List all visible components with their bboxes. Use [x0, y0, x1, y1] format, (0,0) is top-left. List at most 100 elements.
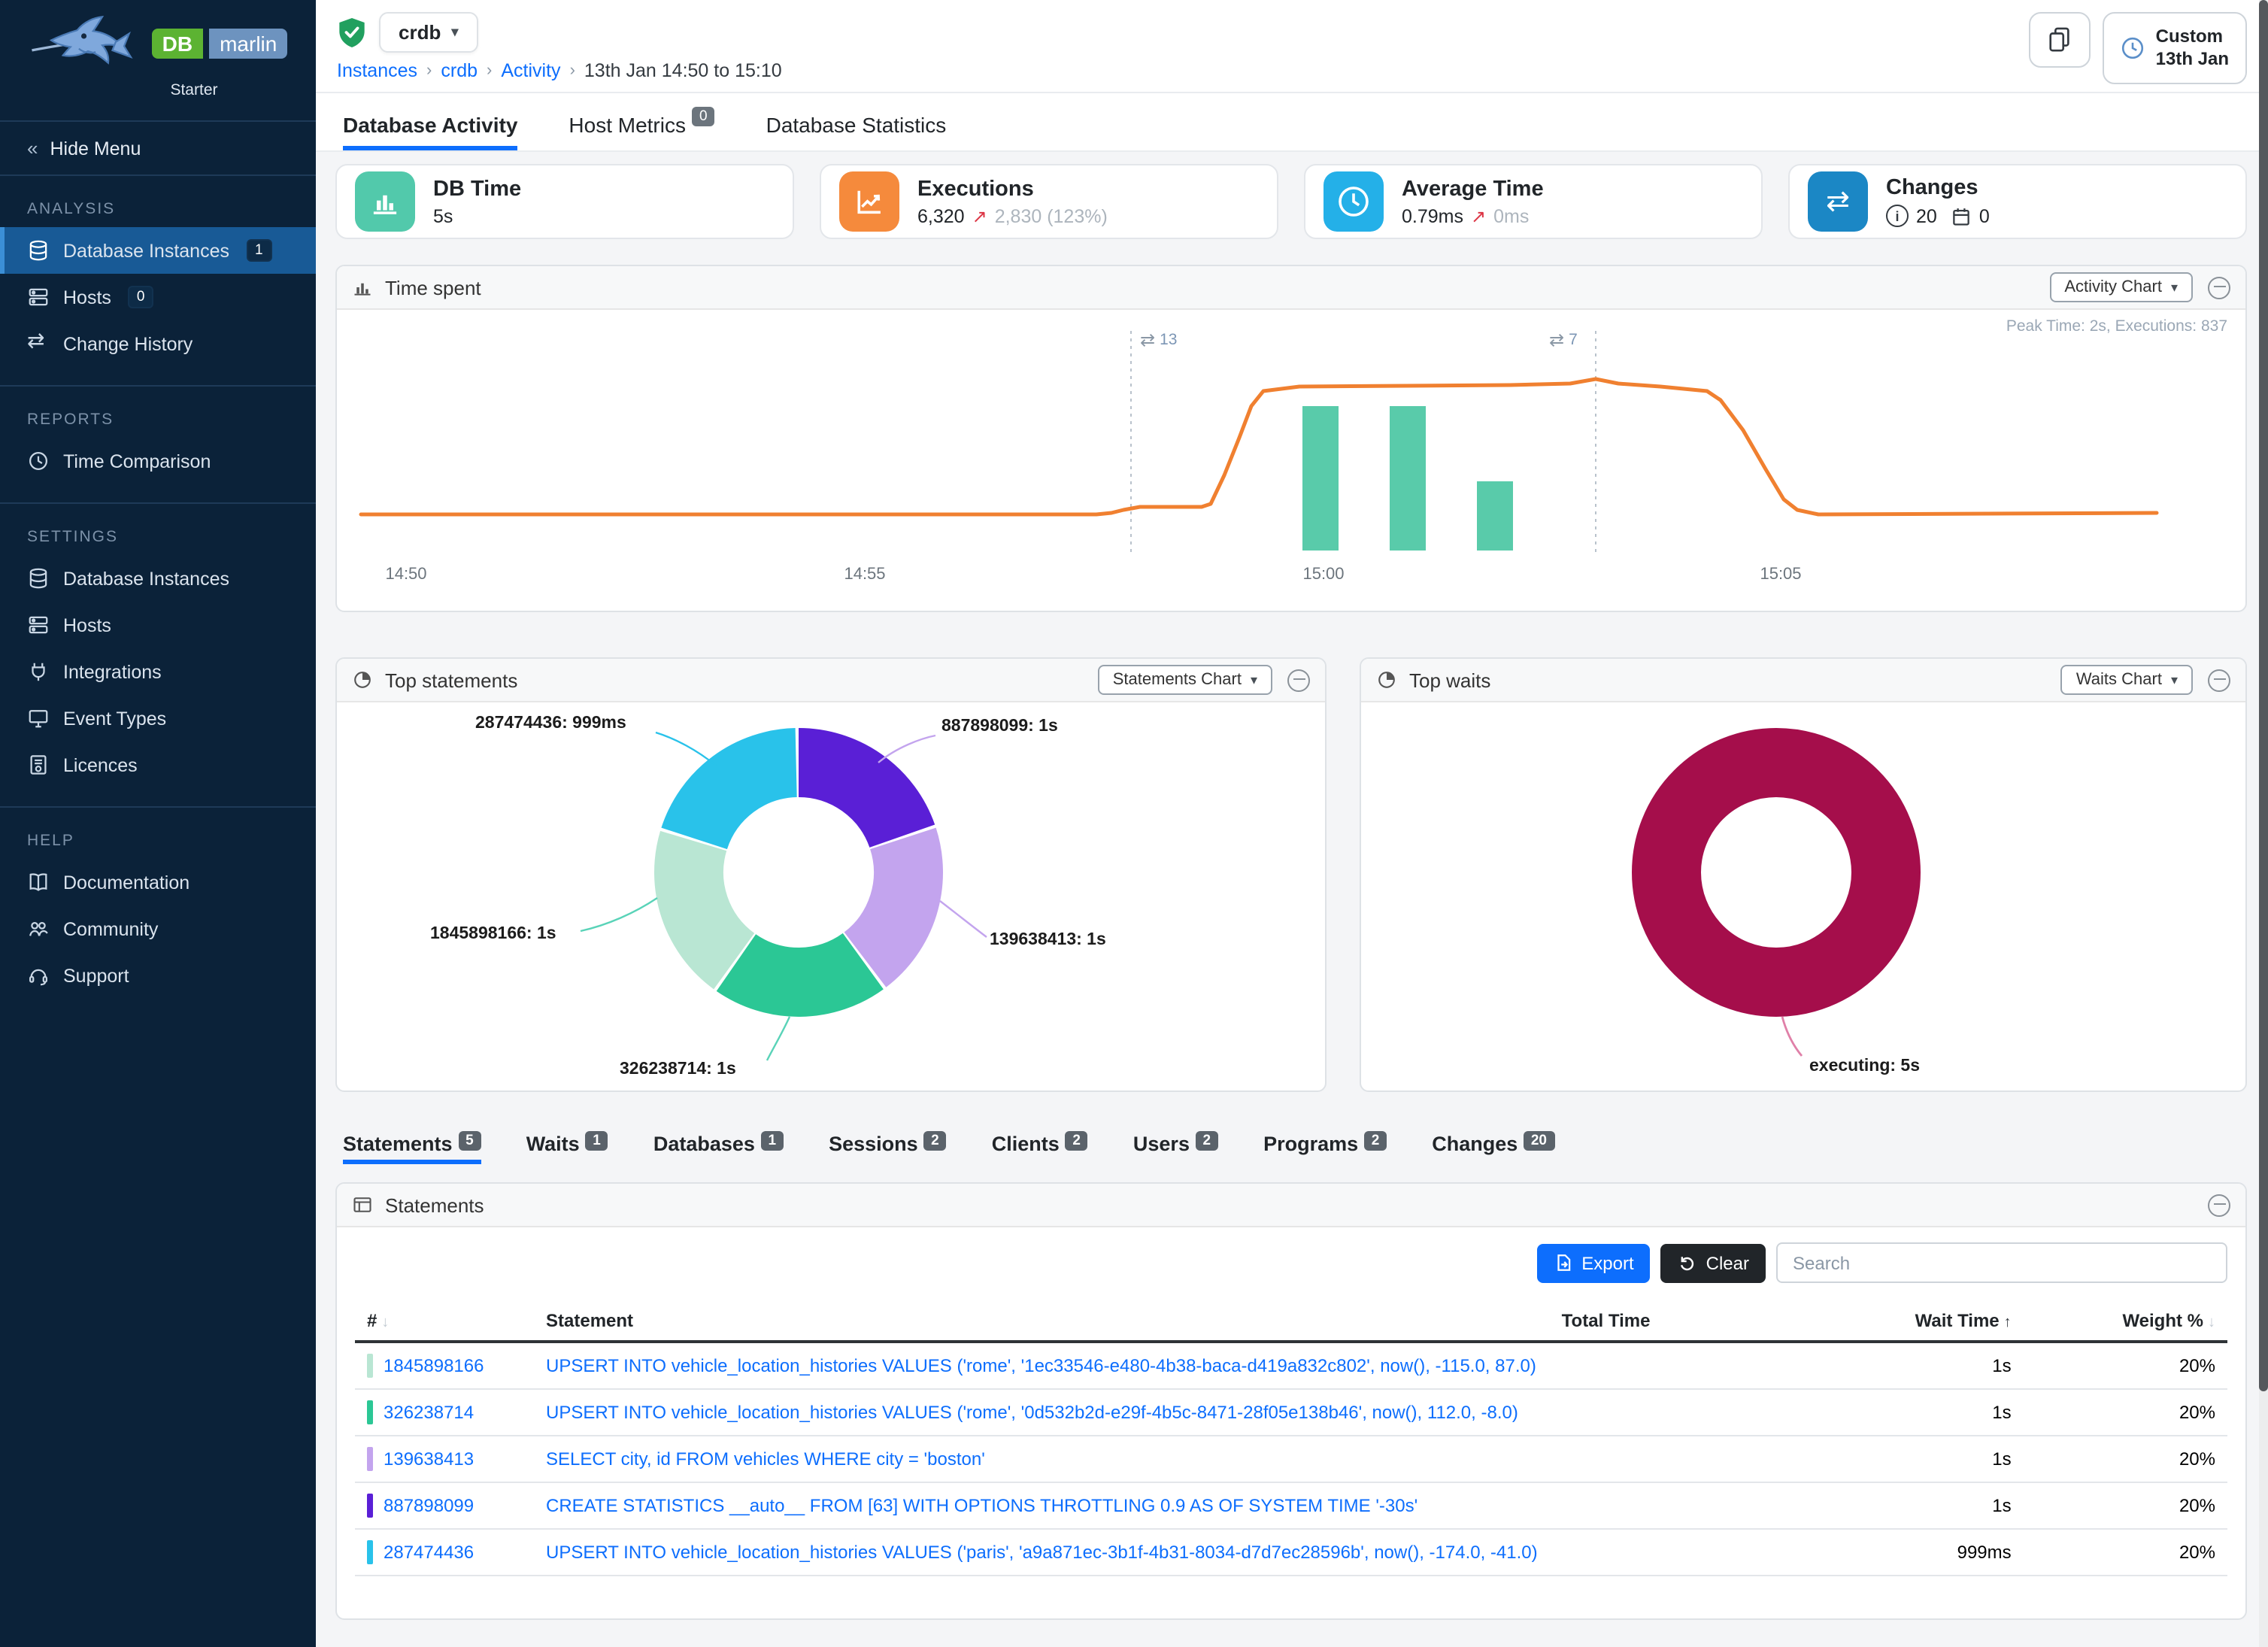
- scrollbar-thumb[interactable]: [2259, 0, 2268, 1391]
- info-icon: i: [1886, 205, 1909, 227]
- brand-edition: Starter: [170, 81, 218, 99]
- sidebar-item-time-comparison[interactable]: Time Comparison: [0, 438, 316, 484]
- statement-id-link[interactable]: 287474436: [384, 1542, 475, 1563]
- time-series-svg: [359, 331, 2159, 554]
- activity-chart-select[interactable]: Activity Chart ▾: [2049, 272, 2193, 302]
- instance-selector[interactable]: crdb ▾: [379, 12, 478, 53]
- tab-statements[interactable]: Statements 5: [343, 1131, 481, 1164]
- monitor-icon: [27, 707, 50, 729]
- sidebar-item-settings-database-instances[interactable]: Database Instances: [0, 555, 316, 602]
- up-arrow-icon: ↗: [972, 205, 987, 226]
- sidebar-item-settings-hosts[interactable]: Hosts: [0, 602, 316, 648]
- sidebar-item-change-history[interactable]: ⇄ Change History: [27, 328, 193, 354]
- waits-donut-chart[interactable]: executing: 5s: [1361, 702, 2245, 1090]
- sort-icon: ↓: [381, 1315, 390, 1331]
- statement-id-link[interactable]: 326238714: [384, 1402, 475, 1423]
- col-header-statement[interactable]: Statement: [534, 1301, 1550, 1343]
- donut-label-887898099: 887898099: 1s: [941, 717, 1058, 736]
- chevron-down-icon: ▾: [1250, 672, 1257, 687]
- database-icon: [27, 239, 50, 262]
- sidebar-section-analysis: ANALYSIS Database Instances 1 Hosts 0 ⇄ …: [0, 176, 316, 367]
- sidebar-section-help: HELP Documentation Community Support: [0, 806, 316, 999]
- table-header-row: # ↓ Statement Total Time Wait Time ↑ Weigh…: [355, 1301, 2227, 1343]
- export-button[interactable]: Export: [1536, 1243, 1651, 1282]
- statement-link[interactable]: SELECT city, id FROM vehicles WHERE city…: [546, 1448, 985, 1470]
- sidebar-item-documentation[interactable]: Documentation: [0, 859, 316, 905]
- wait-time-value: 1s: [1797, 1342, 2024, 1390]
- brand-db-badge: DB: [151, 29, 204, 59]
- table-row: 139638413 SELECT city, id FROM vehicles …: [355, 1436, 2227, 1483]
- tab-databases[interactable]: Databases 1: [653, 1131, 784, 1164]
- tab-database-statistics[interactable]: Database Statistics: [766, 113, 947, 137]
- statements-chart-select[interactable]: Statements Chart ▾: [1097, 665, 1272, 695]
- sidebar-item-event-types[interactable]: Event Types: [0, 695, 316, 742]
- sidebar-item-database-instances[interactable]: Database Instances 1: [0, 227, 316, 274]
- hide-menu-button[interactable]: « Hide Menu: [0, 120, 316, 176]
- time-range-button[interactable]: Custom 13th Jan: [2103, 12, 2247, 84]
- top-waits-panel: Top waits Waits Chart ▾ executing:: [1360, 657, 2247, 1092]
- col-header-wait-time[interactable]: Wait Time ↑: [1797, 1301, 2024, 1343]
- statement-link[interactable]: UPSERT INTO vehicle_location_histories V…: [546, 1542, 1538, 1563]
- sidebar-item-licences[interactable]: Licences: [0, 742, 316, 788]
- pie-chart-icon: [1376, 669, 1397, 690]
- tab-clients[interactable]: Clients 2: [992, 1131, 1088, 1164]
- kpi-executions: Executions 6,320 ↗ 2,830 (123%): [820, 164, 1278, 239]
- tab-sessions[interactable]: Sessions 2: [829, 1131, 947, 1164]
- count-badge: 2: [923, 1131, 947, 1151]
- clear-button[interactable]: Clear: [1660, 1243, 1766, 1282]
- collapse-panel-icon[interactable]: [2208, 669, 2230, 691]
- breadcrumb-activity[interactable]: Activity: [501, 60, 561, 81]
- breadcrumb-instances[interactable]: Instances: [337, 60, 418, 81]
- x-tick: 14:50: [385, 566, 427, 584]
- search-input[interactable]: [1776, 1242, 2227, 1283]
- change-marker-1[interactable]: ⇄ 13: [1140, 329, 1178, 350]
- waits-chart-select[interactable]: Waits Chart ▾: [2060, 665, 2193, 695]
- statement-link[interactable]: UPSERT INTO vehicle_location_histories V…: [546, 1402, 1518, 1423]
- statement-id-link[interactable]: 1845898166: [384, 1355, 484, 1376]
- count-badge: 20: [1523, 1131, 1554, 1151]
- collapse-panel-icon[interactable]: [1287, 669, 1310, 691]
- sidebar-item-integrations[interactable]: Integrations: [0, 648, 316, 695]
- chevron-down-icon: ▾: [451, 24, 459, 39]
- time-spent-chart[interactable]: Peak Time: 2s, Executions: 837 ⇄ 13 ⇄ 7: [337, 310, 2245, 611]
- sidebar-item-community[interactable]: Community: [0, 905, 316, 952]
- change-marker-2[interactable]: ⇄ 7: [1549, 329, 1578, 350]
- weight-value: 20%: [2023, 1529, 2227, 1576]
- collapse-panel-icon[interactable]: [2208, 276, 2230, 299]
- tab-users[interactable]: Users 2: [1133, 1131, 1219, 1164]
- weight-value: 20%: [2023, 1436, 2227, 1483]
- col-header-id[interactable]: # ↓: [355, 1301, 534, 1343]
- people-icon: [27, 918, 50, 940]
- section-label: SETTINGS: [27, 528, 119, 546]
- count-badge: 2: [1195, 1131, 1219, 1151]
- swap-arrows-icon: ⇄: [1549, 329, 1565, 350]
- swap-arrows-icon: ⇄: [27, 328, 45, 352]
- donut-panels-row: Top statements Statements Chart ▾: [335, 657, 2247, 1092]
- collapse-panel-icon[interactable]: [2208, 1194, 2230, 1216]
- scrollbar[interactable]: [2259, 0, 2268, 1647]
- tab-programs[interactable]: Programs 2: [1263, 1131, 1387, 1164]
- time-spent-panel: Time spent Activity Chart ▾ Peak Time: 2…: [335, 265, 2247, 612]
- tab-waits[interactable]: Waits 1: [526, 1131, 608, 1164]
- count-badge: 1: [760, 1131, 784, 1151]
- statements-donut-chart[interactable]: 287474436: 999ms 887898099: 1s 184589816…: [337, 702, 1325, 1090]
- sidebar-section-reports: REPORTS Time Comparison: [0, 385, 316, 484]
- statement-id-link[interactable]: 887898099: [384, 1495, 475, 1516]
- breadcrumb-crdb[interactable]: crdb: [441, 60, 478, 81]
- col-header-total-time[interactable]: Total Time: [1549, 1301, 1798, 1343]
- count-badge: 2: [1363, 1131, 1387, 1151]
- copy-link-button[interactable]: [2029, 12, 2091, 68]
- kpi-row: DB Time 5s Executions 6,320 ↗ 2,830 (123…: [335, 164, 2247, 239]
- table-list-icon: [352, 1194, 373, 1215]
- tab-database-activity[interactable]: Database Activity: [343, 113, 518, 150]
- sidebar-item-hosts[interactable]: Hosts 0: [0, 274, 316, 320]
- col-header-weight[interactable]: Weight % ↓: [2023, 1301, 2227, 1343]
- health-shield-icon: [337, 16, 367, 49]
- statement-id-link[interactable]: 139638413: [384, 1448, 475, 1470]
- tab-changes[interactable]: Changes 20: [1432, 1131, 1554, 1164]
- sidebar-item-support[interactable]: Support: [0, 952, 316, 999]
- statement-link[interactable]: UPSERT INTO vehicle_location_histories V…: [546, 1355, 1536, 1376]
- x-tick: 14:55: [844, 566, 886, 584]
- tab-host-metrics[interactable]: Host Metrics 0: [569, 107, 715, 150]
- statement-link[interactable]: CREATE STATISTICS __auto__ FROM [63] WIT…: [546, 1495, 1418, 1516]
